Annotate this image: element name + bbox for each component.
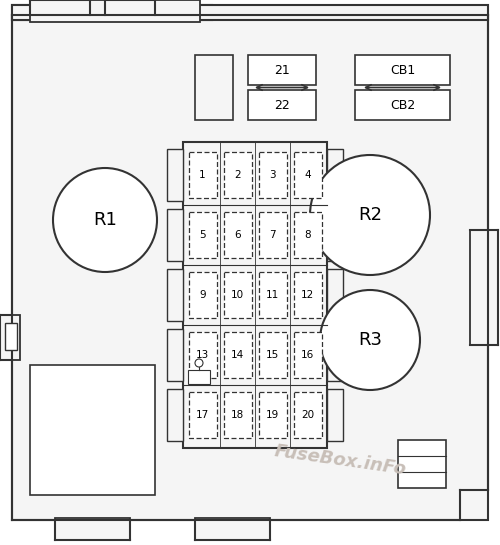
Text: 18: 18	[231, 410, 244, 420]
Bar	[327, 269, 343, 321]
Bar	[327, 209, 343, 261]
Bar	[355, 55, 450, 85]
Text: 11: 11	[266, 290, 279, 300]
Bar	[188, 212, 216, 258]
Circle shape	[195, 359, 203, 367]
Text: R3: R3	[358, 331, 382, 349]
Bar	[258, 332, 286, 378]
Bar	[248, 55, 316, 85]
Bar	[55, 518, 130, 540]
Bar	[355, 90, 450, 120]
Text: 1: 1	[199, 170, 206, 180]
Bar	[30, 0, 200, 22]
Text: 6: 6	[234, 230, 241, 240]
Bar	[167, 329, 183, 381]
Bar	[258, 212, 286, 258]
Bar	[167, 389, 183, 441]
Bar	[183, 142, 327, 448]
Text: R2: R2	[358, 206, 382, 224]
Bar	[224, 392, 252, 438]
Text: 17: 17	[196, 410, 209, 420]
Bar	[12, 5, 488, 20]
Circle shape	[310, 155, 430, 275]
Text: 12: 12	[301, 290, 314, 300]
Bar	[294, 392, 322, 438]
Bar	[224, 332, 252, 378]
Text: CB2: CB2	[390, 99, 415, 112]
Text: 2: 2	[234, 170, 241, 180]
Text: 5: 5	[199, 230, 206, 240]
Bar	[294, 272, 322, 318]
Circle shape	[320, 290, 420, 390]
Bar	[224, 272, 252, 318]
Text: 8: 8	[304, 230, 311, 240]
Bar	[167, 149, 183, 201]
Bar	[470, 230, 498, 345]
Bar	[258, 272, 286, 318]
Text: 20: 20	[301, 410, 314, 420]
Bar	[12, 5, 212, 20]
Text: 4: 4	[304, 170, 311, 180]
Bar	[167, 269, 183, 321]
Bar	[327, 149, 343, 201]
Bar	[327, 329, 343, 381]
Text: 3: 3	[269, 170, 276, 180]
Bar	[30, 365, 155, 495]
Bar	[224, 152, 252, 198]
Bar	[294, 152, 322, 198]
Text: R1: R1	[93, 211, 117, 229]
Text: 13: 13	[196, 350, 209, 360]
Bar	[294, 332, 322, 378]
Text: 15: 15	[266, 350, 279, 360]
Circle shape	[53, 168, 157, 272]
Bar	[248, 90, 316, 120]
Text: FuseBox.inFo: FuseBox.inFo	[273, 442, 407, 478]
Bar	[167, 209, 183, 261]
Bar	[188, 392, 216, 438]
Bar	[224, 212, 252, 258]
Bar	[188, 152, 216, 198]
Text: 16: 16	[301, 350, 314, 360]
Bar	[195, 55, 233, 120]
Bar	[5, 323, 17, 350]
Text: 22: 22	[274, 99, 290, 112]
Text: 21: 21	[274, 64, 290, 76]
Text: 19: 19	[266, 410, 279, 420]
Text: 14: 14	[231, 350, 244, 360]
Text: CB1: CB1	[390, 64, 415, 76]
Bar	[258, 392, 286, 438]
Bar	[188, 272, 216, 318]
Text: 10: 10	[231, 290, 244, 300]
Bar	[258, 152, 286, 198]
Bar	[0, 315, 20, 360]
Bar	[188, 332, 216, 378]
Bar	[398, 440, 446, 488]
Text: 7: 7	[269, 230, 276, 240]
Text: 9: 9	[199, 290, 206, 300]
Bar	[195, 518, 270, 540]
Bar	[327, 389, 343, 441]
Bar	[294, 212, 322, 258]
Bar	[188, 370, 210, 384]
